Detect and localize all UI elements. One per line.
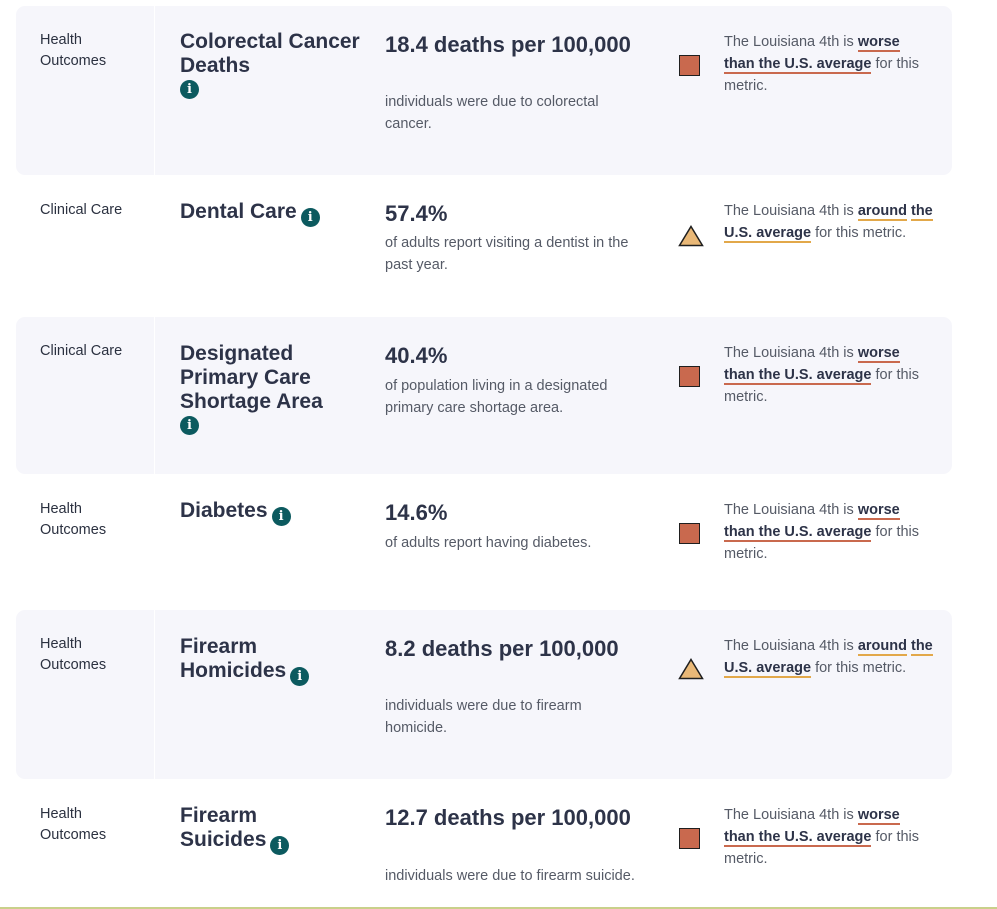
comparison-text: The Louisiana 4th is worse than the U.S.… (724, 804, 934, 870)
metric-row-firearm-suicides: Health Outcomes Firearm Suicides i 12.7 d… (16, 779, 952, 907)
comparison-status: around (857, 638, 907, 656)
comparison-status-detail: than the U.S. average (724, 367, 872, 385)
comparison-status-detail: than the U.S. average (724, 524, 872, 542)
comparison-prefix: The Louisiana 4th is (724, 638, 854, 654)
comparison-status: worse (857, 34, 900, 52)
category-label: Health Outcomes (40, 32, 107, 69)
comparison-status: worse (857, 807, 900, 825)
info-icon[interactable]: i (180, 80, 199, 99)
metric-value: 8.2 deaths per 100,000 (385, 636, 619, 661)
comparison-prefix: The Louisiana 4th is (724, 345, 854, 361)
comparison-status-detail: the U.S. average (724, 638, 933, 678)
metric-description: individuals were due to colorectal cance… (385, 94, 599, 132)
metric-value: 12.7 deaths per 100,000 (385, 805, 631, 830)
metric-description: of adults report having diabetes. (385, 535, 592, 551)
category-label: Health Outcomes (40, 501, 107, 538)
comparison-suffix: for this metric. (724, 524, 920, 562)
comparison-status: worse (857, 345, 900, 363)
comparison-prefix: The Louisiana 4th is (724, 502, 854, 518)
triangle-around-icon (678, 658, 704, 680)
comparison-text: The Louisiana 4th is worse than the U.S.… (724, 342, 934, 408)
comparison-suffix: for this metric. (724, 56, 920, 94)
metric-title: Designated Primary Care Shortage Area i (180, 342, 340, 435)
comparison-suffix: for this metric. (724, 367, 920, 405)
comparison-status-detail: the U.S. average (724, 203, 933, 243)
metric-value: 57.4% (385, 201, 448, 226)
metric-title: Firearm Suicides i (180, 804, 330, 855)
metric-row-colorectal: Health Outcomes Colorectal Cancer Deaths… (16, 6, 952, 175)
info-icon[interactable]: i (300, 208, 320, 227)
category-label: Clinical Care (40, 202, 123, 218)
comparison-status-detail: than the U.S. average (724, 56, 872, 74)
info-icon[interactable]: i (290, 667, 310, 686)
metric-description: of adults report visiting a dentist in t… (385, 235, 629, 273)
metric-value: 40.4% (385, 343, 448, 368)
metric-title-text: Firearm Homicides (180, 635, 287, 682)
comparison-text: The Louisiana 4th is worse than the U.S.… (724, 31, 934, 97)
metric-value: 14.6% (385, 500, 448, 525)
metric-row-diabetes: Health Outcomes Diabetes i 14.6% of adult… (16, 474, 952, 610)
comparison-suffix: for this metric. (815, 225, 907, 241)
metric-title: Colorectal Cancer Deaths i (180, 30, 380, 99)
comparison-text: The Louisiana 4th is around the U.S. ave… (724, 200, 934, 244)
category-label: Health Outcomes (40, 806, 107, 843)
metric-title-text: Colorectal Cancer Deaths (180, 30, 360, 77)
metric-title-text: Designated Primary Care Shortage Area (180, 342, 323, 413)
info-icon[interactable]: i (271, 507, 291, 526)
square-worse-icon (679, 55, 700, 76)
comparison-prefix: The Louisiana 4th is (724, 807, 854, 823)
comparison-prefix: The Louisiana 4th is (724, 203, 854, 219)
bottom-divider (0, 907, 997, 909)
triangle-around-icon (678, 225, 704, 247)
info-icon[interactable]: i (270, 836, 290, 855)
square-worse-icon (679, 523, 700, 544)
comparison-suffix: for this metric. (724, 829, 920, 867)
metric-row-primary-care-shortage: Clinical Care Designated Primary Care Sh… (16, 317, 952, 474)
square-worse-icon (679, 366, 700, 387)
metric-description: of population living in a designated pri… (385, 378, 608, 416)
metric-value: 18.4 deaths per 100,000 (385, 32, 631, 57)
category-label: Health Outcomes (40, 636, 107, 673)
comparison-prefix: The Louisiana 4th is (724, 34, 854, 50)
comparison-status: around (857, 203, 907, 221)
square-worse-icon (679, 828, 700, 849)
metric-title-text: Dental Care (180, 200, 297, 223)
comparison-status: worse (857, 502, 900, 520)
comparison-suffix: for this metric. (815, 660, 907, 676)
metric-title: Diabetes i (180, 499, 380, 526)
metric-title: Dental Care i (180, 200, 380, 227)
category-label: Clinical Care (40, 343, 123, 359)
metric-description: individuals were due to firearm homicide… (385, 698, 582, 736)
comparison-text: The Louisiana 4th is worse than the U.S.… (724, 499, 934, 565)
metric-description: individuals were due to firearm suicide. (385, 868, 635, 884)
comparison-text: The Louisiana 4th is around the U.S. ave… (724, 635, 934, 679)
comparison-status-detail: than the U.S. average (724, 829, 872, 847)
metric-row-firearm-homicides: Health Outcomes Firearm Homicides i 8.2 d… (16, 610, 952, 779)
metric-title: Firearm Homicides i (180, 635, 330, 686)
metric-title-text: Firearm Suicides (180, 804, 267, 851)
metric-title-text: Diabetes (180, 499, 268, 522)
metric-row-dental: Clinical Care Dental Care i 57.4% of adul… (16, 175, 952, 317)
info-icon[interactable]: i (180, 416, 199, 435)
